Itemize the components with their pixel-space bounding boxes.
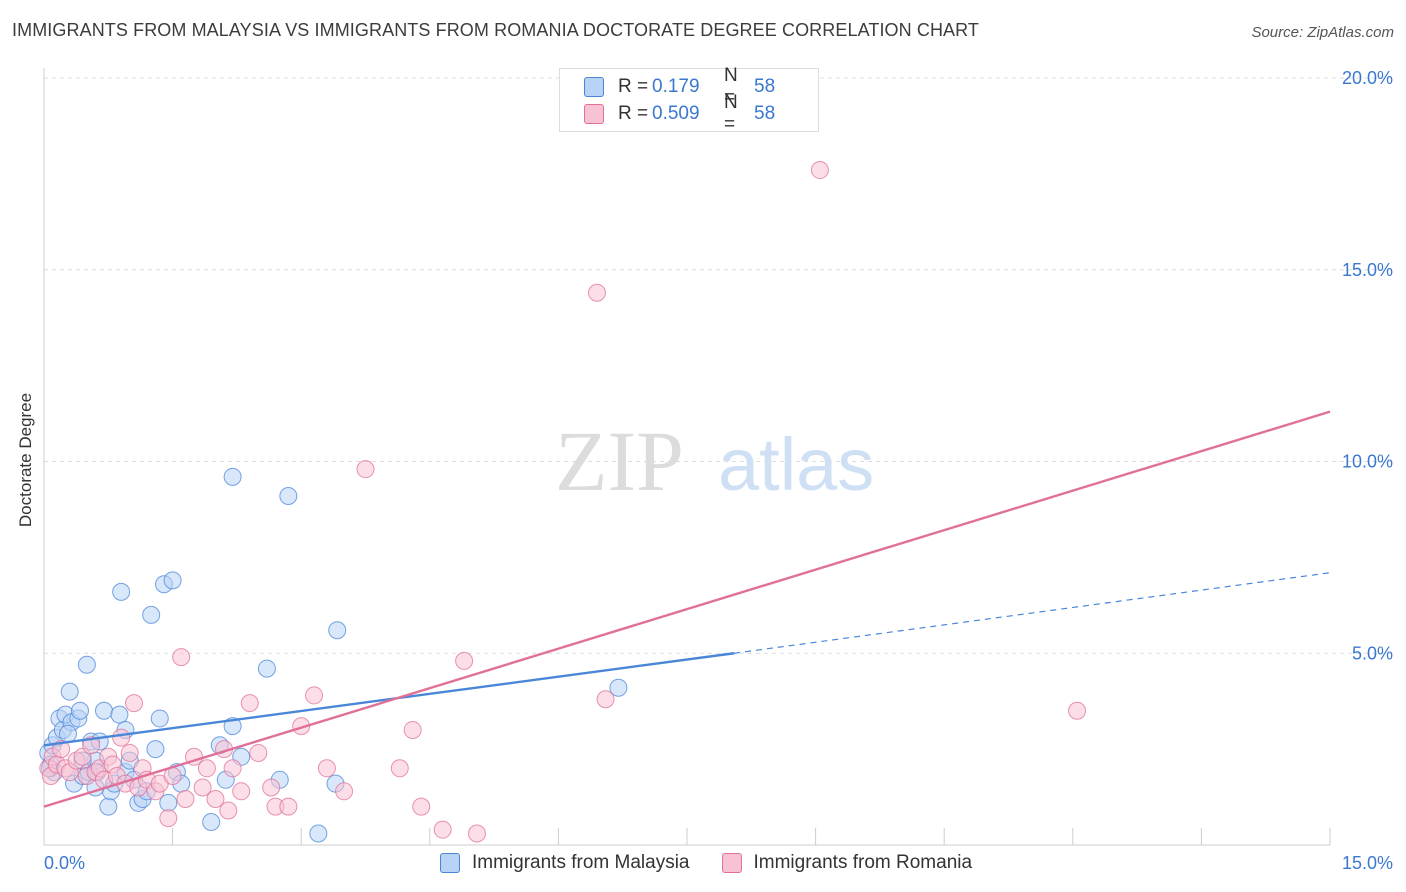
point-romania-49 — [403, 720, 422, 739]
y-axis-label: Doctorate Degree — [16, 392, 35, 528]
legend-row-romania: R = 0.509 N = 58 — [584, 92, 776, 135]
point-malaysia-51 — [609, 678, 628, 697]
legend-swatch-malaysia — [584, 77, 604, 97]
point-romania-28 — [172, 648, 191, 667]
point-malaysia-45 — [257, 659, 276, 678]
trend-line-1 — [43, 410, 1331, 808]
point-romania-48 — [390, 759, 409, 778]
point-romania-53 — [467, 824, 486, 843]
series-swatch-malaysia — [440, 853, 460, 873]
point-romania-51 — [433, 820, 452, 839]
point-malaysia-8 — [60, 682, 79, 701]
point-romania-55 — [596, 690, 615, 709]
point-malaysia-39 — [202, 812, 221, 831]
point-romania-57 — [1068, 701, 1087, 720]
series-swatch-romania — [721, 853, 742, 873]
point-romania-31 — [193, 778, 212, 797]
series-legend-malaysia: Immigrants from Malaysia — [440, 852, 690, 874]
point-romania-17 — [112, 728, 131, 747]
point-malaysia-48 — [309, 824, 328, 843]
point-romania-54 — [587, 283, 606, 302]
series-legend: Immigrants from Malaysia Immigrants from… — [440, 852, 1004, 874]
point-romania-26 — [159, 809, 178, 828]
point-romania-45 — [317, 759, 336, 778]
point-romania-20 — [125, 694, 144, 713]
grid-lines — [44, 77, 1395, 654]
trend-lines — [43, 410, 1331, 808]
point-romania-40 — [262, 778, 281, 797]
point-romania-37 — [232, 782, 251, 801]
point-malaysia-20 — [95, 701, 114, 720]
legend-n-value-romania: 58 — [754, 103, 776, 124]
y-tick-label-3: 20.0% — [1342, 68, 1393, 88]
point-romania-19 — [120, 743, 139, 762]
point-romania-10 — [82, 736, 101, 755]
source-label: Source: ZipAtlas.com — [1251, 24, 1394, 41]
point-malaysia-32 — [146, 740, 165, 759]
point-romania-39 — [249, 743, 268, 762]
point-romania-50 — [412, 797, 431, 816]
watermark-atlas: atlas — [718, 423, 874, 506]
point-malaysia-14 — [77, 655, 96, 674]
point-malaysia-53 — [59, 724, 78, 743]
trend-line-0 — [43, 652, 735, 747]
legend-r-value-malaysia: 0.179 — [652, 76, 700, 97]
tick-labels: 5.0% 10.0% 15.0% 20.0% 0.0% 15.0% — [44, 68, 1393, 873]
legend-r-value-romania: 0.509 — [652, 103, 700, 124]
x-tick-label-0: 0.0% — [44, 853, 85, 873]
watermark-zip: ZIP — [555, 413, 684, 509]
chart-title: IMMIGRANTS FROM MALAYSIA VS IMMIGRANTS F… — [12, 20, 980, 40]
point-romania-38 — [240, 694, 259, 713]
point-romania-44 — [305, 686, 324, 705]
legend-n-label: N = — [724, 65, 738, 108]
point-malaysia-24 — [110, 705, 129, 724]
trend-line-extension-0 — [734, 572, 1331, 654]
point-malaysia-12 — [71, 701, 90, 720]
series-legend-romania: Immigrants from Romania — [721, 852, 973, 874]
axes — [43, 68, 1331, 846]
point-malaysia-25 — [112, 582, 131, 601]
legend-swatch-romania — [584, 104, 604, 124]
series-legend-label-malaysia: Immigrants from Malaysia — [472, 852, 690, 873]
point-romania-4 — [52, 740, 71, 759]
point-romania-32 — [197, 759, 216, 778]
point-malaysia-36 — [163, 571, 182, 590]
y-tick-label-1: 10.0% — [1342, 452, 1393, 472]
point-romania-36 — [223, 759, 242, 778]
point-malaysia-33 — [150, 709, 169, 728]
legend-row-malaysia: R = 0.179 N = 58 — [584, 65, 776, 108]
point-romania-47 — [356, 460, 375, 479]
legend-n-value-malaysia: 58 — [754, 76, 776, 97]
point-malaysia-43 — [223, 467, 242, 486]
y-tick-label-0: 5.0% — [1352, 643, 1393, 663]
point-romania-52 — [455, 651, 474, 670]
point-romania-56 — [810, 161, 829, 180]
legend-r-label: R = — [618, 76, 649, 97]
point-romania-42 — [279, 797, 298, 816]
legend-n-label: N = — [724, 92, 738, 135]
correlation-legend: R = 0.179 N = 58 R = 0.509 N = 58 — [559, 65, 819, 135]
point-romania-33 — [206, 789, 225, 808]
point-malaysia-50 — [328, 621, 347, 640]
x-tick-label-1: 15.0% — [1342, 853, 1393, 873]
point-romania-46 — [335, 782, 354, 801]
point-malaysia-47 — [279, 487, 298, 506]
point-romania-35 — [219, 801, 238, 820]
y-tick-label-2: 15.0% — [1342, 260, 1393, 280]
point-malaysia-21 — [99, 797, 118, 816]
point-romania-29 — [176, 789, 195, 808]
point-malaysia-31 — [142, 605, 161, 624]
series-legend-label-romania: Immigrants from Romania — [753, 852, 973, 873]
legend-r-label: R = — [618, 103, 649, 124]
